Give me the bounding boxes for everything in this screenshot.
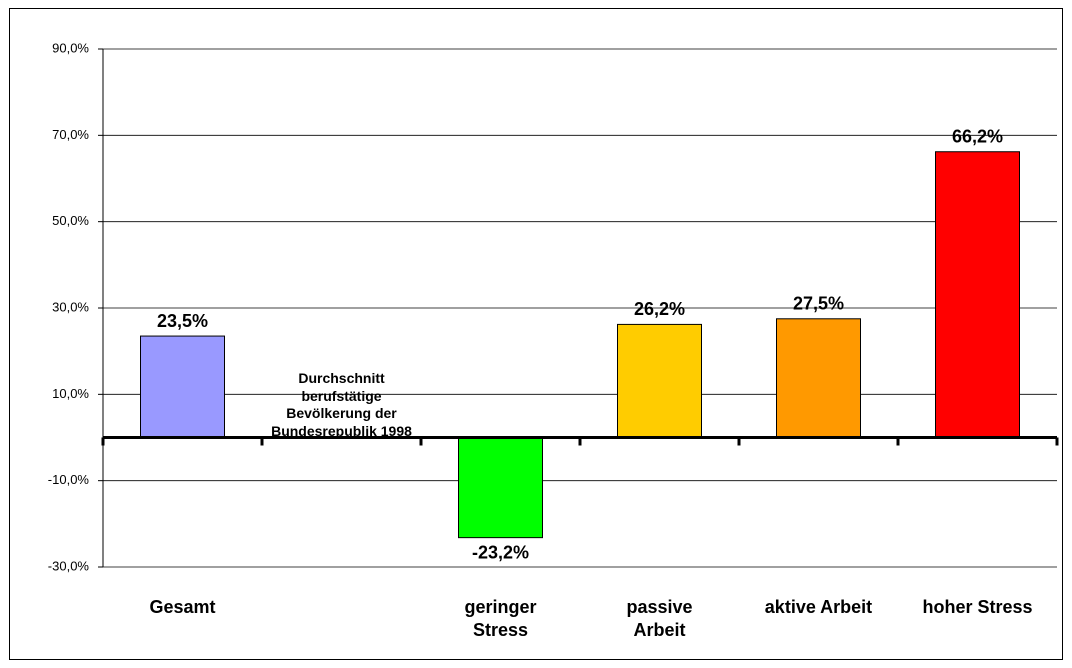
value-label: 26,2%: [634, 299, 685, 319]
y-tick-label: 70,0%: [52, 127, 89, 142]
x-tick-label: passive Arbeit: [626, 597, 693, 640]
y-tick-label: -10,0%: [48, 472, 90, 487]
y-tick-label: -30,0%: [48, 558, 90, 573]
bar: [458, 437, 543, 539]
y-tick-label: 50,0%: [52, 213, 89, 228]
annotation: Durchschnitt berufstätige Bevölkerung de…: [271, 370, 412, 439]
y-tick-label: 90,0%: [52, 40, 89, 55]
bar: [140, 335, 225, 438]
bar: [617, 323, 702, 438]
value-label: 66,2%: [952, 126, 1003, 146]
x-tick-label: hoher Stress: [922, 597, 1033, 617]
x-tick-label: Gesamt: [149, 597, 216, 617]
bar: [935, 151, 1020, 438]
y-tick-label: 30,0%: [52, 299, 89, 314]
x-tick-label: geringer Stress: [464, 597, 537, 640]
x-tick-label: aktive Arbeit: [764, 597, 873, 617]
y-tick-label: 10,0%: [52, 386, 89, 401]
value-label: 23,5%: [157, 311, 208, 331]
bar: [776, 318, 861, 438]
value-label: 27,5%: [793, 294, 844, 314]
frame: [9, 8, 1063, 660]
value-label: -23,2%: [472, 542, 529, 562]
